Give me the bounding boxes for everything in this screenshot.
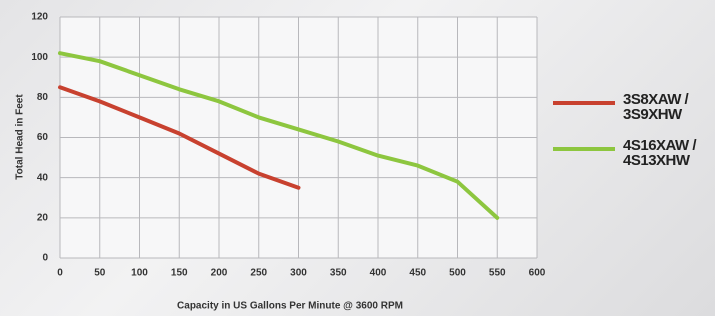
x-tick-label: 500: [449, 268, 466, 279]
x-tick-label: 0: [57, 268, 63, 279]
legend-label: 3S8XAW / 3S9XHW: [623, 92, 705, 122]
y-tick-label: 0: [42, 253, 48, 264]
x-axis-title: Capacity in US Gallons Per Minute @ 3600…: [177, 301, 403, 312]
legend-item: 3S8XAW / 3S9XHW: [553, 92, 713, 122]
y-axis-title: Total Head in Feet: [15, 94, 26, 180]
chart-screen: Total Head in Feet Capacity in US Gallon…: [0, 0, 715, 316]
y-tick-label: 20: [37, 212, 49, 223]
legend-item: 4S16XAW / 4S13XHW: [553, 138, 713, 168]
x-tick-label: 600: [529, 268, 546, 279]
y-tick-label: 100: [31, 52, 48, 63]
y-tick-label: 60: [37, 132, 49, 143]
x-tick-label: 250: [250, 268, 267, 279]
x-tick-label: 350: [330, 268, 347, 279]
legend: 3S8XAW / 3S9XHW 4S16XAW / 4S13XHW: [553, 92, 713, 184]
x-tick-label: 550: [489, 268, 506, 279]
x-tick-label: 300: [290, 268, 307, 279]
x-tick-label: 450: [409, 268, 426, 279]
legend-label: 4S16XAW / 4S13XHW: [623, 138, 705, 168]
x-tick-label: 400: [370, 268, 387, 279]
x-tick-label: 100: [131, 268, 148, 279]
y-tick-label: 80: [37, 92, 49, 103]
y-tick-label: 120: [31, 12, 48, 23]
legend-swatch: [553, 101, 615, 105]
y-tick-label: 40: [37, 172, 49, 183]
legend-swatch: [553, 147, 615, 151]
x-tick-label: 200: [211, 268, 228, 279]
x-tick-label: 150: [171, 268, 188, 279]
x-tick-label: 50: [94, 268, 106, 279]
